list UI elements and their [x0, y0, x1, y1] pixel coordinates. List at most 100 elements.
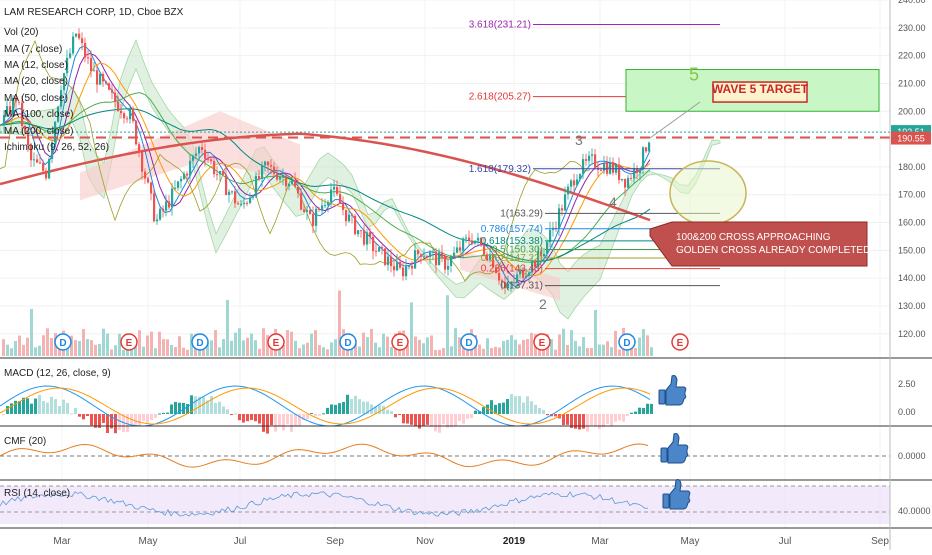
rsi-title: RSI (14, close): [4, 488, 70, 499]
candle-body: [183, 173, 186, 179]
volume-bar: [594, 309, 597, 356]
macd-histogram-bar: [66, 402, 69, 414]
candle-body: [345, 209, 348, 222]
macd-histogram-bar: [530, 401, 533, 414]
candle-body: [75, 33, 78, 37]
macd-histogram-bar: [182, 402, 185, 414]
candle-body: [450, 256, 453, 266]
candle-body: [537, 251, 540, 268]
volume-bar: [14, 340, 17, 356]
candle-body: [210, 159, 213, 162]
candle-body: [78, 33, 81, 39]
candle-body: [447, 265, 450, 270]
candle-body: [417, 250, 420, 255]
macd-histogram-bar: [594, 414, 597, 426]
volume-bar: [214, 330, 217, 356]
macd-histogram-bar: [314, 414, 317, 416]
macd-histogram-bar: [326, 407, 329, 414]
candle-body: [354, 215, 357, 235]
macd-histogram-bar: [198, 396, 201, 414]
candle-body: [468, 237, 471, 241]
volume-bar: [246, 337, 249, 356]
volume-bar: [318, 345, 321, 356]
candle-body: [321, 205, 324, 210]
candle-body: [627, 177, 630, 188]
volume-bar: [182, 347, 185, 356]
candle-body: [564, 194, 567, 211]
candle-body: [342, 203, 345, 210]
macd-histogram-bar: [334, 404, 337, 414]
candle-body: [231, 191, 234, 193]
fib-label: 0.236(143.43): [481, 264, 543, 275]
volume-bar: [10, 348, 13, 356]
macd-histogram-bar: [570, 414, 573, 428]
macd-histogram-bar: [646, 403, 649, 414]
event-marker-circle: [339, 333, 357, 351]
macd-histogram-bar: [470, 414, 473, 419]
candle-body: [402, 267, 405, 277]
candle-body: [6, 106, 9, 116]
macd-histogram-bar: [454, 414, 457, 426]
candle-body: [264, 161, 267, 166]
macd-histogram-bar: [362, 401, 365, 414]
candle-body: [405, 266, 408, 277]
indicator-ma12: MA (12, close): [4, 60, 68, 71]
macd-histogram-bar: [474, 410, 477, 414]
volume-bar: [602, 344, 605, 356]
volume-bar: [382, 333, 385, 356]
macd-histogram-bar: [630, 412, 633, 414]
candle-body: [591, 154, 594, 156]
candle-body: [33, 159, 36, 161]
volume-bar: [86, 339, 89, 356]
candle-body: [171, 188, 174, 208]
volume-bar: [106, 333, 109, 356]
candle-body: [198, 147, 201, 154]
candle-body: [45, 170, 48, 179]
candle-body: [336, 186, 339, 195]
macd-histogram-bar: [650, 403, 653, 414]
time-tick-label: May: [681, 536, 700, 547]
macd-histogram-bar: [166, 412, 169, 414]
event-marker-circle: [54, 333, 72, 351]
candle-body: [249, 197, 252, 204]
volume-bar: [146, 335, 149, 356]
macd-histogram-bar: [510, 394, 513, 414]
macd-histogram-bar: [230, 414, 233, 415]
ma-price-value: 190.55: [897, 134, 925, 144]
volume-bar: [102, 328, 105, 356]
event-marker-letter: D: [59, 338, 66, 349]
candle-body: [117, 101, 120, 111]
candle-body: [3, 115, 6, 126]
candle-body: [21, 102, 24, 127]
volume-bar: [294, 340, 297, 356]
fib-label: 0(137.31): [500, 281, 543, 292]
macd-histogram-bar: [398, 414, 401, 415]
macd-histogram-bar: [538, 408, 541, 414]
thumbs-up-icon: [658, 375, 687, 406]
volume-bar: [430, 335, 433, 356]
candle-body: [213, 161, 216, 175]
volume-bar: [310, 333, 313, 356]
volume-bar: [186, 349, 189, 356]
volume-bar: [250, 333, 253, 356]
candle-body: [621, 178, 624, 181]
volume-bar: [530, 332, 533, 356]
macd-histogram-bar: [98, 414, 101, 428]
candle-body: [30, 145, 33, 161]
candle-body: [294, 180, 297, 187]
macd-histogram-bar: [82, 414, 85, 420]
candle-body: [105, 81, 108, 84]
macd-histogram-bar: [90, 414, 93, 426]
volume-bar: [442, 348, 445, 356]
volume-bar: [210, 340, 213, 356]
macd-histogram-bar: [526, 396, 529, 414]
macd-histogram-bar: [58, 406, 61, 414]
event-marker-circle: [533, 333, 551, 351]
macd-histogram-bar: [102, 414, 105, 423]
volume-bar: [374, 342, 377, 356]
candle-body: [603, 163, 606, 171]
cmf-tick-label: 0.0000: [898, 451, 926, 461]
candle-body: [546, 241, 549, 254]
macd-histogram-bar: [10, 403, 13, 414]
fib-label: 2.618(205.27): [469, 92, 531, 103]
